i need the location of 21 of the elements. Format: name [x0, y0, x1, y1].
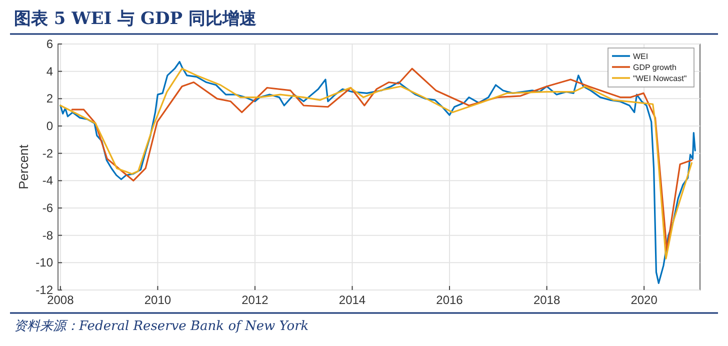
legend-label: "WEI Nowcast" [633, 74, 687, 83]
chart-title: 图表 5 WEI 与 GDP 同比增速 [14, 9, 256, 29]
y-tick-label: 2 [46, 92, 54, 106]
y-tick-label: -6 [42, 201, 54, 215]
y-tick-label: -4 [42, 174, 54, 188]
x-tick-label: 2016 [436, 293, 464, 307]
y-tick-label: 6 [46, 37, 54, 51]
y-tick-label: 0 [46, 119, 54, 133]
y-tick-label: -10 [36, 256, 54, 270]
x-tick-label: 2010 [144, 293, 172, 307]
y-tick-label: -2 [42, 146, 54, 160]
legend-label: GDP growth [633, 63, 676, 72]
y-axis-title: Percent [16, 144, 31, 190]
x-tick-label: 2014 [338, 293, 366, 307]
y-tick-label: -8 [42, 228, 54, 242]
text: 资料来源：Federal Reserve Bank of New York [14, 319, 309, 334]
legend-label: WEI [633, 52, 648, 61]
x-tick-label: 2020 [630, 293, 658, 307]
x-tick-label: 2012 [242, 293, 269, 307]
x-tick-label: 2018 [533, 293, 560, 307]
y-tick-label: 4 [46, 64, 54, 78]
